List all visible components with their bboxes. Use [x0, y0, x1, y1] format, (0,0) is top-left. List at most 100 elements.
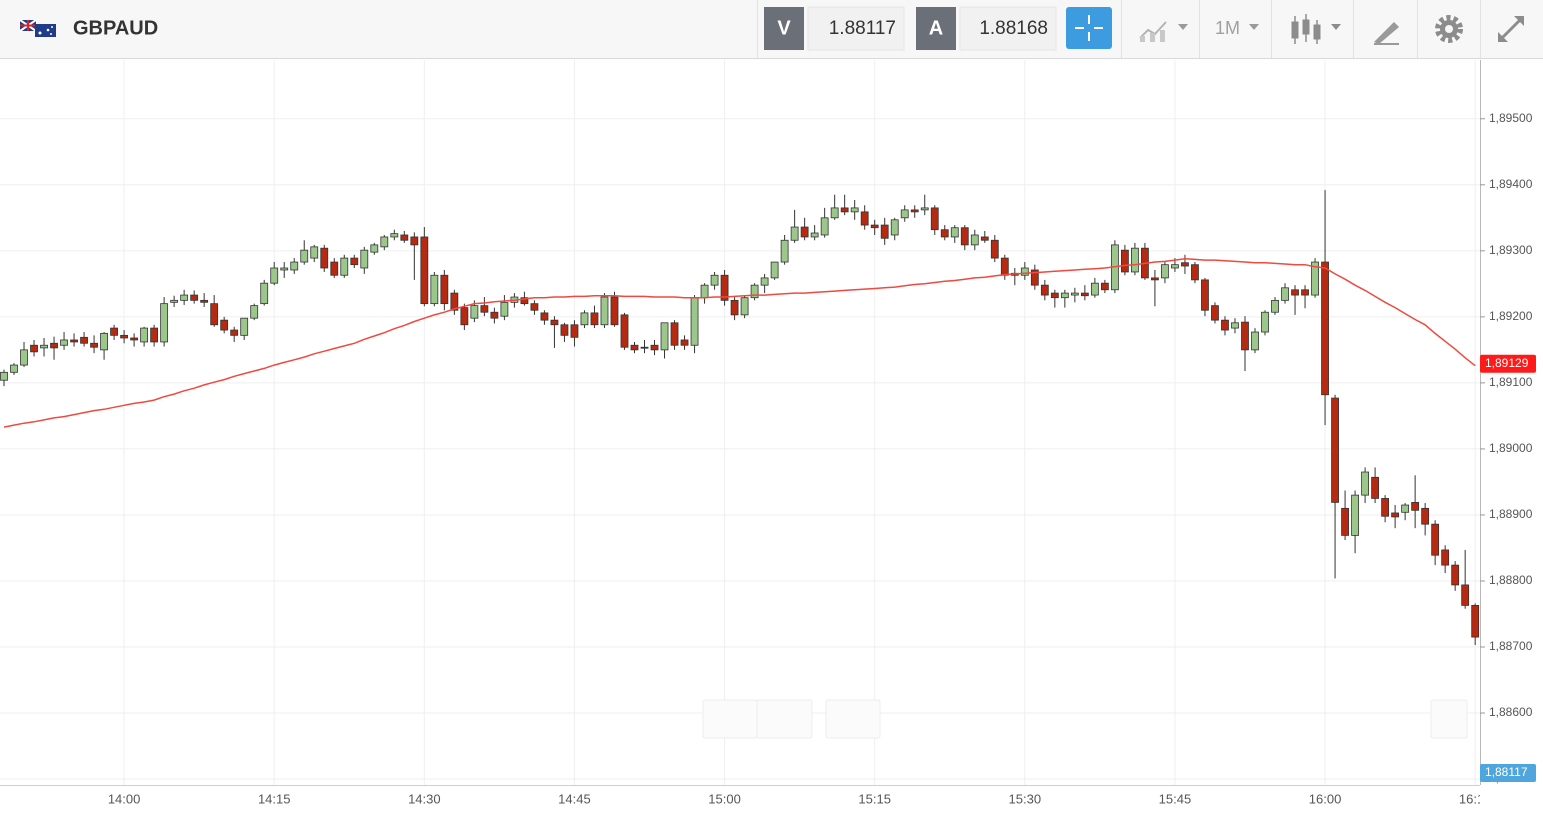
candle-body — [790, 226, 799, 241]
candle-body — [300, 249, 309, 263]
candle-body — [640, 346, 649, 349]
candle-body — [860, 211, 869, 226]
candle-body — [280, 267, 289, 271]
candle-body — [1361, 471, 1369, 496]
candle-body — [630, 344, 639, 351]
candle-body — [480, 305, 489, 313]
bid-box — [807, 6, 905, 51]
price-tag-label: 1,88117 — [1485, 765, 1528, 779]
y-tick-label: 1,89200 — [1489, 309, 1533, 323]
candle-body — [460, 307, 469, 326]
candle-body — [650, 344, 659, 351]
candle-body — [1201, 279, 1209, 311]
candle-body — [680, 339, 689, 346]
candle-body — [120, 334, 128, 339]
candle-body — [830, 207, 839, 219]
candle-body — [130, 337, 139, 341]
nav-button[interactable] — [756, 699, 813, 739]
fullscreen-button[interactable] — [1498, 16, 1524, 42]
ask-button[interactable] — [916, 7, 956, 50]
candle-body — [370, 244, 379, 253]
candle-body — [570, 324, 579, 338]
candle-body — [960, 227, 969, 246]
candle-body — [1060, 292, 1069, 299]
candle-body — [910, 209, 919, 213]
nav-button[interactable] — [825, 699, 881, 739]
candle-body — [1040, 284, 1049, 296]
y-tick-label: 1,89000 — [1489, 441, 1533, 455]
candle-body — [70, 339, 78, 343]
y-tick-label: 1,88900 — [1489, 507, 1533, 521]
candle-body — [430, 274, 439, 305]
nav-button[interactable] — [702, 699, 758, 739]
candle-body — [80, 336, 88, 344]
candle-body — [1131, 247, 1139, 273]
candle-body — [660, 322, 669, 351]
candle-body — [1030, 269, 1039, 286]
candle-body — [150, 327, 159, 343]
candle-body — [220, 319, 229, 331]
candle-body — [980, 236, 989, 241]
candle-body — [190, 294, 199, 301]
candle-body — [610, 296, 619, 326]
candle-body — [1161, 264, 1169, 279]
candles-button[interactable] — [1291, 14, 1341, 44]
timeframe[interactable]: 1M — [1215, 18, 1240, 38]
drawing-button[interactable] — [1374, 22, 1399, 45]
settings-button[interactable] — [1435, 15, 1463, 43]
symbol: GBPAUD — [73, 17, 158, 39]
candle-body — [1351, 494, 1359, 536]
candle-body — [740, 297, 749, 316]
chart: 14:00 14:15 14:30 14:45 15:00 15:15 15:30 15:45… — [0, 60, 1543, 818]
candle-body — [1191, 264, 1199, 281]
candle-body — [890, 219, 899, 236]
candle-body — [160, 303, 169, 343]
x-tick-label: 14:45 — [558, 791, 591, 806]
bid-label: V — [777, 17, 791, 39]
candle-body — [1181, 262, 1189, 267]
candle-body — [720, 274, 729, 301]
candle-body — [950, 227, 959, 238]
candle-body — [770, 261, 779, 279]
candle-body — [1431, 523, 1440, 556]
candle-body — [580, 312, 589, 326]
candle-body — [880, 224, 889, 239]
candle-body — [550, 319, 559, 326]
candle-body — [40, 344, 48, 349]
candle-body — [1090, 282, 1099, 296]
candle-body — [1100, 282, 1109, 291]
candle-body — [810, 232, 819, 238]
x-tick-label: 14:30 — [408, 791, 441, 806]
y-tick-label: 1,88700 — [1489, 639, 1533, 653]
candle-body — [260, 282, 269, 305]
candle-body — [930, 207, 939, 231]
candle-body — [1381, 498, 1390, 517]
candle-body — [1471, 605, 1480, 638]
price-tag — [1480, 764, 1536, 782]
candle-body — [920, 207, 929, 211]
x-tick-label: 15:15 — [858, 791, 891, 806]
candle-body — [840, 207, 849, 213]
candle-body — [750, 284, 759, 299]
candle-body — [110, 327, 118, 336]
candle-body — [340, 257, 349, 276]
candle-body — [500, 301, 509, 317]
crosshair-button[interactable] — [1066, 7, 1112, 49]
candle-body — [250, 305, 259, 319]
candle-body — [10, 364, 18, 373]
crosshair-icon — [1075, 15, 1103, 41]
chart-type-button[interactable] — [1139, 21, 1188, 42]
dropdown-caret — [1249, 24, 1259, 30]
bid-button[interactable] — [764, 7, 804, 50]
candle-body — [1451, 564, 1460, 586]
candle-body — [690, 297, 699, 346]
y-tick-label: 1,89300 — [1489, 243, 1533, 257]
x-tick-label: 14:15 — [258, 791, 291, 806]
candle-body — [540, 312, 549, 321]
candle-body — [1411, 501, 1420, 511]
candle-body — [1291, 289, 1299, 296]
candle-body — [310, 246, 319, 259]
candle-body — [1221, 319, 1229, 331]
nav-button[interactable] — [1430, 699, 1468, 739]
